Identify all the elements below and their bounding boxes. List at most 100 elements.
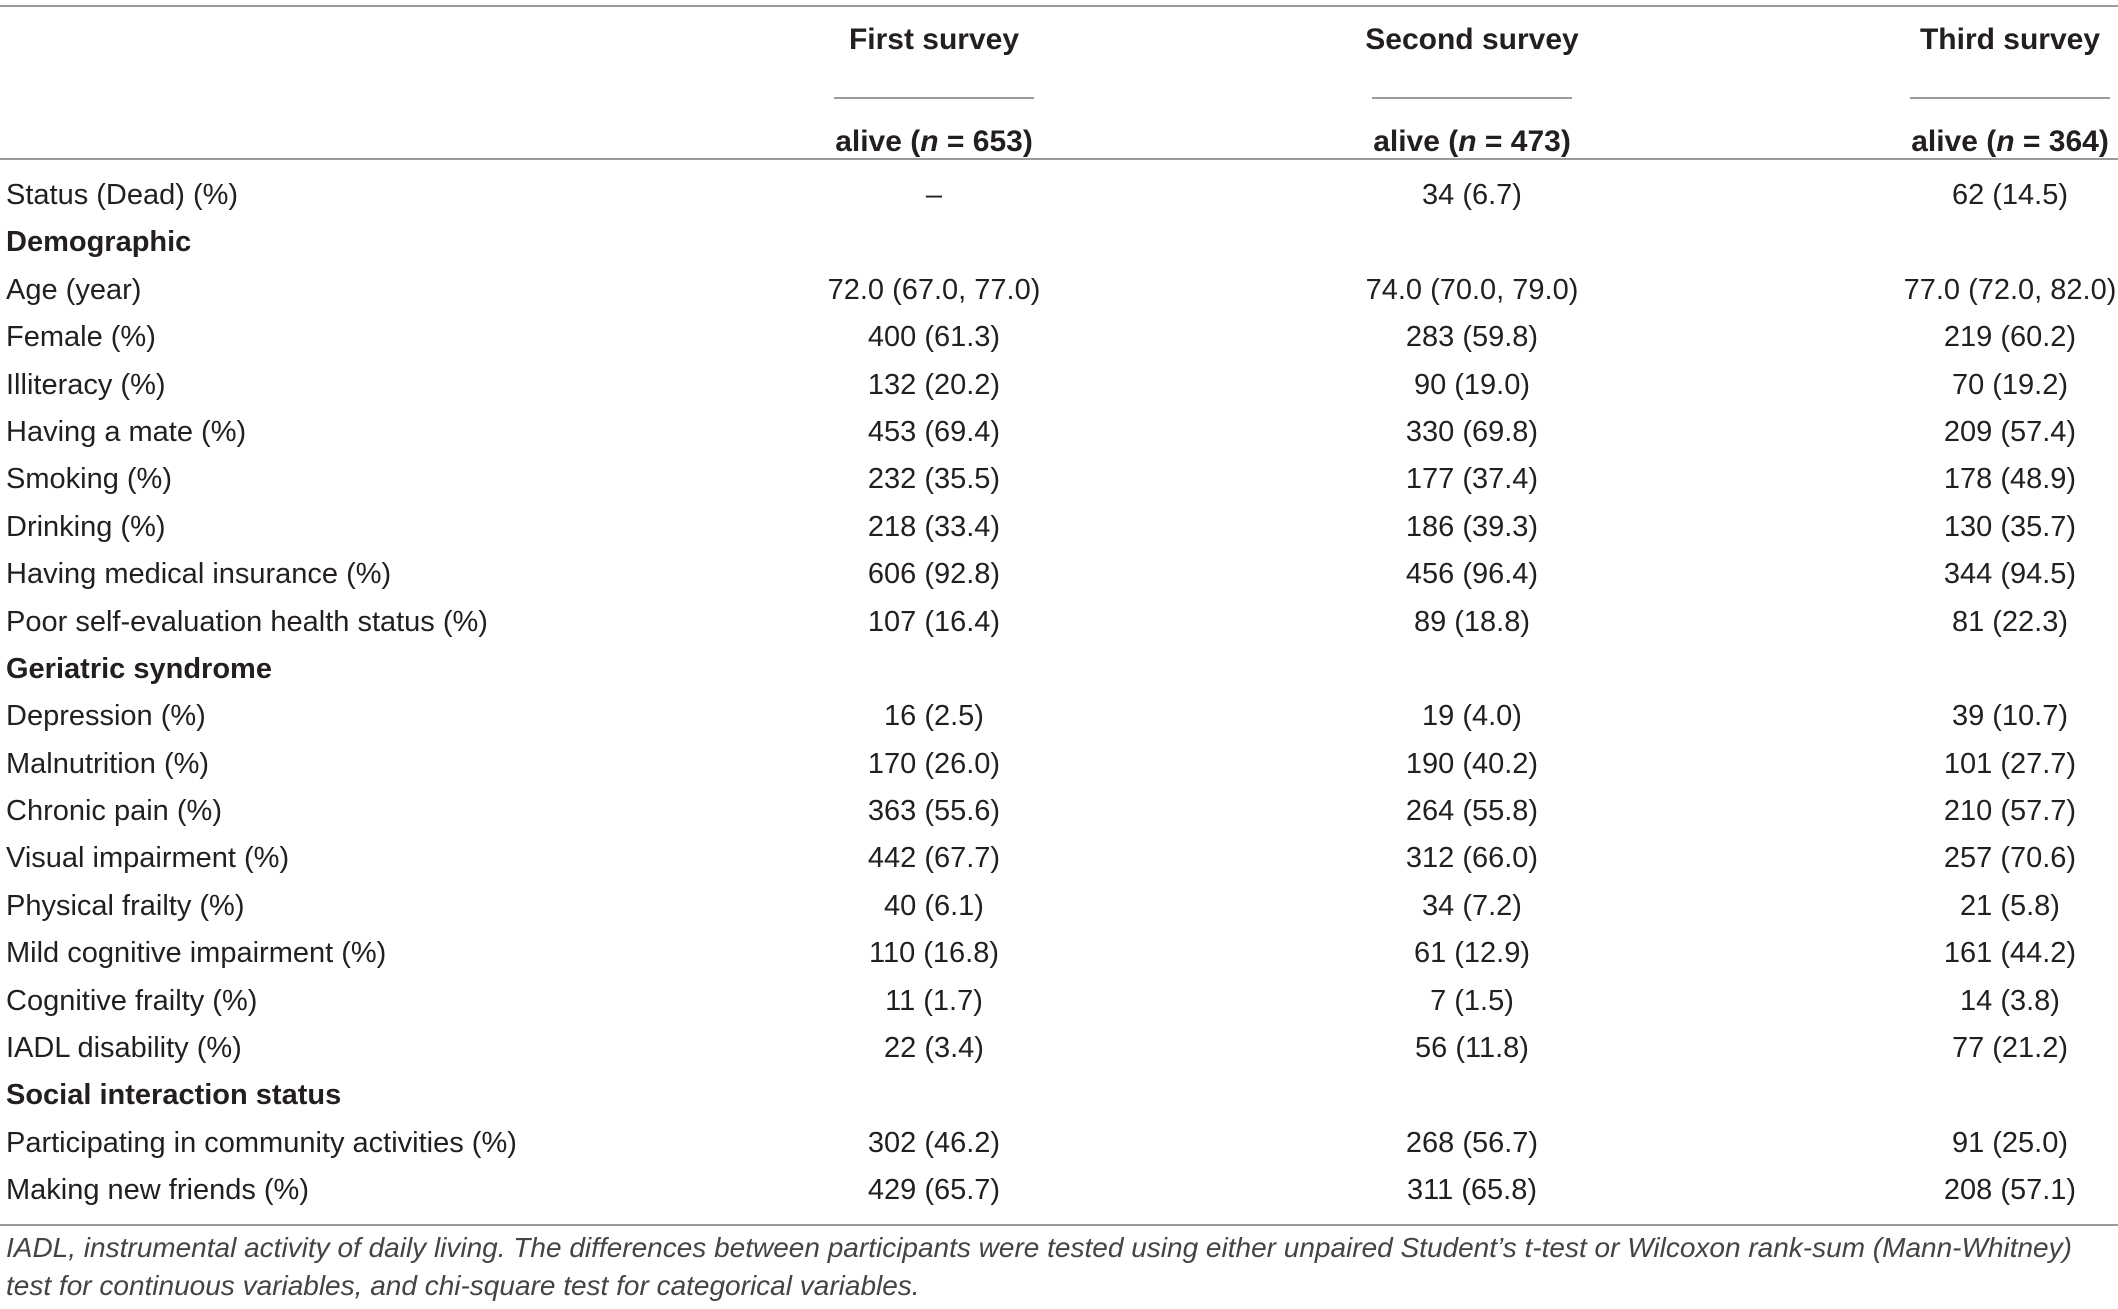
cell-third-survey: 77 (21.2) bbox=[1951, 1032, 2069, 1065]
cell-second-survey: 330 (69.8) bbox=[1405, 415, 1539, 448]
cell-second-survey: 89 (18.8) bbox=[1413, 605, 1531, 638]
cell-second-survey: 7 (1.5) bbox=[1430, 984, 1514, 1017]
cell-third-survey: 91 (25.0) bbox=[1951, 1126, 2069, 1159]
cell-third-survey: 344 (94.5) bbox=[1943, 558, 2077, 591]
cell-third-survey: 81 (22.3) bbox=[1951, 605, 2069, 638]
section-heading: Social interaction status bbox=[6, 1079, 342, 1112]
row-label: Malnutrition (%) bbox=[6, 747, 210, 780]
alive-n: n bbox=[1458, 125, 1477, 158]
alive-n: n bbox=[920, 125, 939, 158]
cell-first-survey: 218 (33.4) bbox=[867, 510, 1001, 543]
cell-first-survey: 16 (2.5) bbox=[884, 700, 984, 733]
table-row: Mild cognitive impairment (%) 110 (16.8) 6… bbox=[0, 930, 2118, 977]
section-heading-row: Geriatric syndrome bbox=[0, 646, 2118, 693]
cell-second-survey: 177 (37.4) bbox=[1405, 463, 1539, 496]
table-row: Cognitive frailty (%) 11 (1.7) 7 (1.5) 14 (… bbox=[0, 978, 2118, 1025]
cell-third-survey: 77.0 (72.0, 82.0) bbox=[1903, 273, 2117, 306]
cell-third-survey: 219 (60.2) bbox=[1943, 321, 2077, 354]
alive-n: n bbox=[1996, 125, 2015, 158]
cell-third-survey: 39 (10.7) bbox=[1951, 700, 2069, 733]
row-label: Depression (%) bbox=[6, 700, 206, 733]
row-label: Illiteracy (%) bbox=[6, 368, 166, 401]
cell-third-survey: 21 (5.8) bbox=[1960, 889, 2060, 922]
cell-first-survey: 442 (67.7) bbox=[867, 842, 1001, 875]
section-heading-row: Demographic bbox=[0, 219, 2118, 266]
row-label: Having a mate (%) bbox=[6, 415, 247, 448]
cell-first-survey: – bbox=[925, 179, 943, 211]
table-row: Visual impairment (%) 442 (67.7) 312 (66.0… bbox=[0, 835, 2118, 882]
cell-first-survey: 40 (6.1) bbox=[884, 889, 984, 922]
table-row: Female (%) 400 (61.3) 283 (59.8) 219 (60.2) bbox=[0, 314, 2118, 361]
cell-third-survey: 178 (48.9) bbox=[1943, 463, 2077, 496]
column-header-title: First survey bbox=[848, 23, 1020, 56]
column-header-title: Second survey bbox=[1365, 23, 1579, 56]
cell-first-survey: 110 (16.8) bbox=[868, 937, 1000, 970]
table-row: Status (Dead) (%) – 34 (6.7) 62 (14.5) bbox=[0, 172, 2118, 219]
cell-second-survey: 186 (39.3) bbox=[1405, 510, 1539, 543]
table-header-rule bbox=[0, 158, 2118, 160]
table-row: Malnutrition (%) 170 (26.0) 190 (40.2) 101 … bbox=[0, 741, 2118, 788]
cell-second-survey: 34 (7.2) bbox=[1422, 889, 1522, 922]
alive-prefix: alive ( bbox=[1373, 125, 1459, 158]
table-top-rule bbox=[0, 5, 2118, 7]
row-label: Smoking (%) bbox=[6, 463, 172, 496]
cell-first-survey: 22 (3.4) bbox=[884, 1032, 984, 1065]
section-heading: Geriatric syndrome bbox=[6, 652, 272, 685]
alive-prefix: alive ( bbox=[1911, 125, 1997, 158]
table-bottom-rule bbox=[0, 1224, 2118, 1226]
row-label: Poor self-evaluation health status (%) bbox=[6, 605, 488, 638]
cell-third-survey: 70 (19.2) bbox=[1951, 368, 2069, 401]
cell-first-survey: 132 (20.2) bbox=[867, 368, 1001, 401]
cell-second-survey: 74.0 (70.0, 79.0) bbox=[1365, 273, 1579, 306]
cell-third-survey: 209 (57.4) bbox=[1943, 415, 2077, 448]
cell-second-survey: 264 (55.8) bbox=[1405, 795, 1539, 828]
cell-third-survey: 210 (57.7) bbox=[1943, 795, 2077, 828]
column-header-underline bbox=[1372, 97, 1572, 99]
table-row: Participating in community activities (%… bbox=[0, 1120, 2118, 1167]
cell-first-survey: 400 (61.3) bbox=[867, 321, 1001, 354]
table-row: Poor self-evaluation health status (%) 10… bbox=[0, 599, 2118, 646]
cell-second-survey: 190 (40.2) bbox=[1405, 747, 1539, 780]
section-heading: Demographic bbox=[6, 226, 192, 259]
column-header-title: Third survey bbox=[1919, 23, 2101, 56]
row-label: Cognitive frailty (%) bbox=[6, 984, 258, 1017]
cell-second-survey: 283 (59.8) bbox=[1405, 321, 1539, 354]
row-label: Visual impairment (%) bbox=[6, 842, 290, 875]
table-row: Having a mate (%) 453 (69.4) 330 (69.8) 209… bbox=[0, 409, 2118, 456]
row-label: Physical frailty (%) bbox=[6, 889, 245, 922]
cell-first-survey: 606 (92.8) bbox=[867, 558, 1001, 591]
row-label: Drinking (%) bbox=[6, 510, 166, 543]
cell-first-survey: 302 (46.2) bbox=[867, 1126, 1001, 1159]
table-row: Age (year) 72.0 (67.0, 77.0) 74.0 (70.0, 7… bbox=[0, 267, 2118, 314]
row-label: Making new friends (%) bbox=[6, 1174, 309, 1207]
row-label: IADL disability (%) bbox=[6, 1032, 242, 1065]
cell-third-survey: 161 (44.2) bbox=[1943, 937, 2077, 970]
cell-second-survey: 90 (19.0) bbox=[1413, 368, 1531, 401]
column-header-underline bbox=[834, 97, 1034, 99]
row-label: Status (Dead) (%) bbox=[6, 179, 239, 211]
row-label: Female (%) bbox=[6, 321, 156, 354]
column-header-alive: alive (n = 653) bbox=[774, 124, 1094, 160]
row-label: Having medical insurance (%) bbox=[6, 558, 392, 591]
cell-first-survey: 170 (26.0) bbox=[867, 747, 1001, 780]
cell-first-survey: 363 (55.6) bbox=[867, 795, 1001, 828]
cell-first-survey: 107 (16.4) bbox=[867, 605, 1001, 638]
cell-first-survey: 72.0 (67.0, 77.0) bbox=[827, 273, 1041, 306]
cell-second-survey: 34 (6.7) bbox=[1422, 179, 1522, 211]
table-row: Physical frailty (%) 40 (6.1) 34 (7.2) 21 (… bbox=[0, 883, 2118, 930]
cell-first-survey: 429 (65.7) bbox=[867, 1174, 1001, 1207]
cell-third-survey: 62 (14.5) bbox=[1951, 179, 2069, 211]
table-row: IADL disability (%) 22 (3.4) 56 (11.8) 77 (… bbox=[0, 1025, 2118, 1072]
cell-second-survey: 312 (66.0) bbox=[1405, 842, 1539, 875]
alive-value: = 473) bbox=[1476, 125, 1571, 158]
cell-third-survey: 101 (27.7) bbox=[1943, 747, 2077, 780]
row-label: Mild cognitive impairment (%) bbox=[6, 937, 387, 970]
table-row: Illiteracy (%) 132 (20.2) 90 (19.0) 70 (19.… bbox=[0, 362, 2118, 409]
cell-third-survey: 257 (70.6) bbox=[1943, 842, 2077, 875]
cell-first-survey: 11 (1.7) bbox=[885, 984, 983, 1017]
cell-second-survey: 56 (11.8) bbox=[1415, 1032, 1529, 1065]
cell-second-survey: 61 (12.9) bbox=[1413, 937, 1531, 970]
cell-second-survey: 268 (56.7) bbox=[1405, 1126, 1539, 1159]
table-row: Smoking (%) 232 (35.5) 177 (37.4) 178 (48.9… bbox=[0, 456, 2118, 503]
